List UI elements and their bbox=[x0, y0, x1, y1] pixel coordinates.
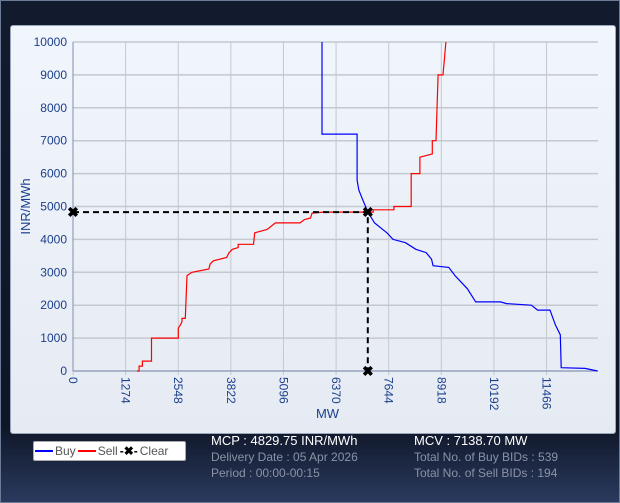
series-sell-line bbox=[137, 41, 447, 372]
mcp-value: MCP : 4829.75 INR/MWh bbox=[211, 433, 358, 448]
x-tick-label: 10192 bbox=[487, 377, 501, 411]
y-tick-label: 4000 bbox=[40, 232, 67, 246]
x-tick-label: 5096 bbox=[276, 377, 290, 404]
y-tick-label: 2000 bbox=[40, 298, 67, 312]
x-tick-label: 2548 bbox=[171, 377, 185, 404]
legend-buy: Buy bbox=[55, 444, 76, 458]
y-tick-label: 6000 bbox=[40, 167, 67, 181]
series-clear-line bbox=[73, 211, 369, 371]
period: Period : 00:00-00:15 bbox=[211, 466, 320, 480]
x-tick-label: 0 bbox=[66, 377, 80, 384]
info-right: MCV : 7138.70 MW Total No. of Buy BIDs :… bbox=[414, 433, 558, 481]
delivery-date: Delivery Date : 05 Apr 2026 bbox=[211, 450, 358, 464]
chart-panel bbox=[10, 25, 616, 434]
mcv-value: MCV : 7138.70 MW bbox=[414, 433, 528, 448]
legend-sell: Sell bbox=[97, 444, 118, 458]
x-axis-label: MW bbox=[316, 406, 340, 421]
x-tick-label: 1274 bbox=[119, 377, 133, 404]
series-buy-line bbox=[321, 42, 598, 372]
clear-point-marker: ✖ bbox=[362, 363, 374, 379]
legend-clear: Clear bbox=[139, 444, 169, 458]
x-tick-label: 6370 bbox=[329, 377, 343, 404]
y-tick-label: 8000 bbox=[40, 101, 67, 115]
y-tick-label: 9000 bbox=[40, 68, 67, 82]
x-tick-label: 8918 bbox=[434, 377, 448, 404]
legend-clear-swatch: -✖- bbox=[119, 444, 138, 458]
y-axis-label: INR/MWh bbox=[18, 178, 33, 234]
info-left: MCP : 4829.75 INR/MWh Delivery Date : 05… bbox=[211, 433, 358, 481]
clear-point-marker: ✖ bbox=[67, 204, 79, 220]
x-tick-label: 11466 bbox=[540, 377, 554, 410]
clear-point-marker: ✖ bbox=[362, 204, 374, 220]
legend: Buy Sell -✖- Clear bbox=[33, 441, 186, 461]
legend-buy-swatch bbox=[35, 450, 53, 452]
y-tick-label: 0 bbox=[60, 364, 67, 378]
x-tick-label: 3822 bbox=[224, 377, 238, 404]
y-tick-label: 7000 bbox=[40, 134, 67, 148]
y-tick-label: 3000 bbox=[40, 265, 67, 279]
y-tick-label: 10000 bbox=[34, 35, 68, 49]
y-tick-label: 5000 bbox=[40, 200, 67, 214]
legend-sell-swatch bbox=[77, 450, 96, 452]
total-sell-bids: Total No. of Sell BIDs : 194 bbox=[414, 466, 558, 480]
total-buy-bids: Total No. of Buy BIDs : 539 bbox=[414, 450, 559, 464]
x-tick-label: 7644 bbox=[382, 377, 396, 404]
y-tick-label: 1000 bbox=[40, 331, 67, 345]
